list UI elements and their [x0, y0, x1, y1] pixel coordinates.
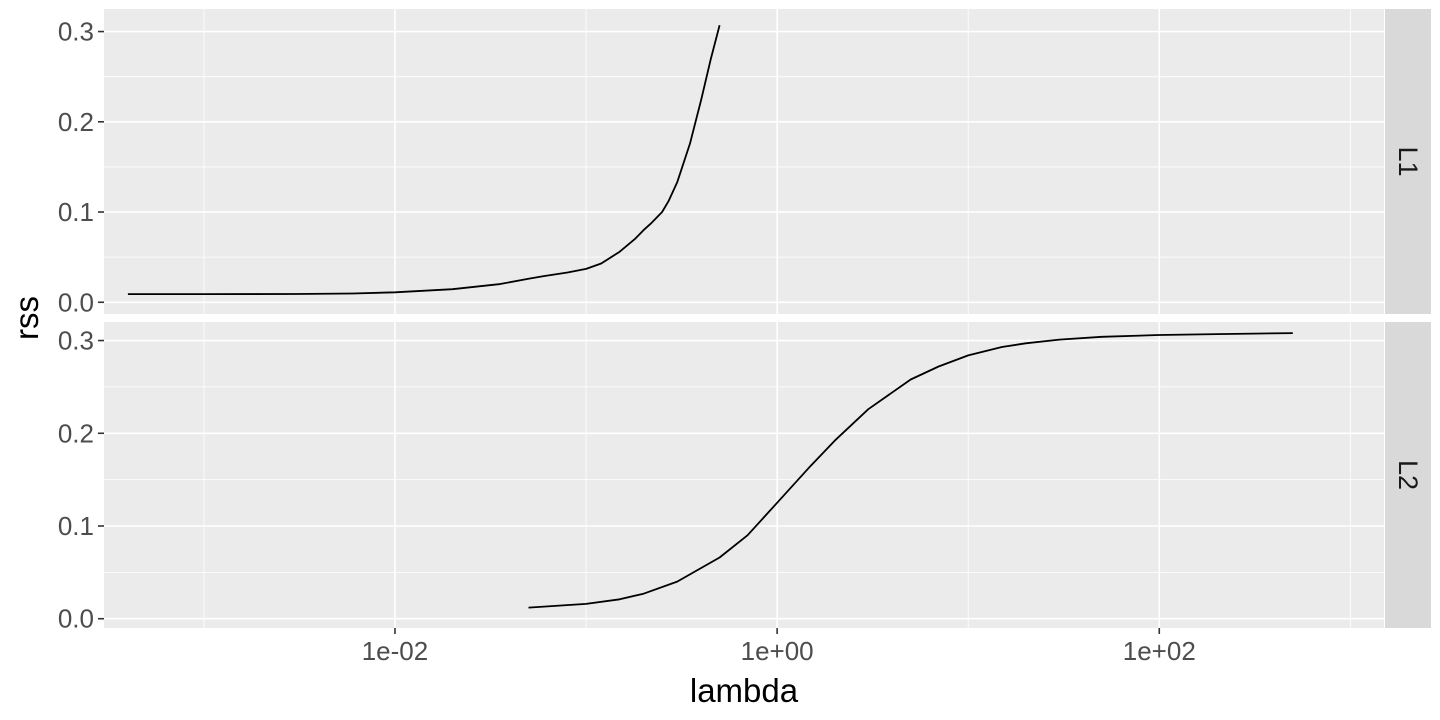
y-tick-label: 0.0	[58, 604, 94, 634]
series-line	[528, 332, 1293, 609]
facet-strip-label: L1	[1393, 146, 1423, 176]
series-line	[127, 24, 721, 296]
y-tick-label: 0.1	[58, 197, 94, 227]
y-tick-label: 0.1	[58, 511, 94, 541]
panel-background	[104, 9, 1384, 314]
facet-strip	[1385, 9, 1431, 314]
x-tick-label: 1e-02	[362, 636, 429, 666]
x-tick-label: 1e+02	[1123, 636, 1196, 666]
y-tick-label: 0.3	[58, 326, 94, 356]
y-tick-label: 0.2	[58, 418, 94, 448]
panel-background	[104, 322, 1384, 628]
x-axis-title: lambda	[690, 672, 799, 709]
facet-strip-label: L2	[1393, 460, 1423, 490]
panel-l1: 0.0 0.1 0.2 0.3 L1	[58, 9, 1431, 317]
y-tick-label: 0.0	[58, 287, 94, 317]
y-tick-label: 0.3	[58, 17, 94, 47]
facet-strip	[1385, 322, 1431, 628]
y-axis-title: rss	[8, 296, 45, 340]
panel-l2: 0.0 0.1 0.2 0.3 L2	[58, 322, 1431, 634]
x-axis: 1e-02 1e+00 1e+02	[362, 628, 1196, 666]
y-tick-label: 0.2	[58, 107, 94, 137]
x-tick-label: 1e+00	[741, 636, 814, 666]
